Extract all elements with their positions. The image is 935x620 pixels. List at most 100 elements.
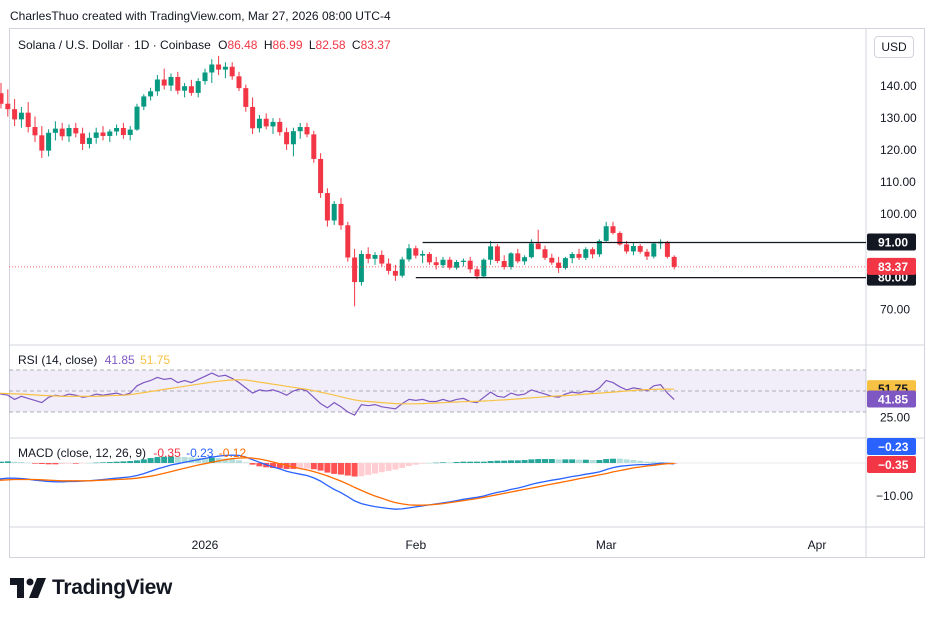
macd-histogram-bar (446, 462, 453, 463)
price-tick-label: 120.00 (880, 143, 917, 157)
macd-histogram-bar (202, 457, 208, 463)
candle (440, 259, 446, 266)
macd-histogram-bar (582, 459, 589, 463)
candle (671, 256, 677, 267)
macd-histogram-bar (290, 463, 297, 469)
macd-histogram-bar (610, 458, 616, 463)
macd-histogram-bar (0, 461, 4, 463)
signal-line (0, 457, 675, 506)
candle (256, 118, 262, 129)
macd-histogram-bar (358, 463, 365, 477)
macd-histogram-bar (242, 462, 249, 463)
rsi-legend: RSI (14, close) 41.85 51.75 (18, 353, 170, 367)
tradingview-logo[interactable]: TradingView (10, 576, 172, 600)
candle (250, 106, 256, 129)
macd-histogram-bar (66, 463, 72, 464)
candle (324, 193, 330, 221)
candle (161, 79, 167, 86)
candle (263, 118, 269, 127)
time-tick-label: Mar (596, 538, 617, 552)
macd-hist-legend-value: -0.35 (153, 446, 181, 460)
macd-histogram-bar (106, 462, 113, 463)
candle (372, 254, 378, 259)
rsi-value-label: 41.85 (878, 393, 908, 407)
macd-legend-value: -0.23 (186, 446, 214, 460)
candle (420, 253, 426, 256)
macd-histogram-bar (535, 459, 542, 463)
macd-hist-value-label-bg (867, 456, 916, 473)
macd-histogram-bar (134, 460, 140, 463)
chart-caption: CharlesThuo created with TradingView.com… (10, 9, 391, 23)
candle (195, 81, 201, 93)
macd-histogram-bar (603, 459, 610, 463)
macd-histogram-bar (222, 458, 229, 463)
last-price-label-bg (867, 257, 916, 275)
candle (535, 243, 541, 250)
candle (331, 203, 337, 221)
low-label: L (308, 38, 316, 52)
candle (576, 253, 582, 258)
macd-histogram-bar (508, 460, 514, 463)
candle (18, 112, 24, 120)
close-label: C (351, 38, 361, 52)
level-label: 91.00 (878, 236, 908, 250)
candle (86, 137, 92, 144)
macd-histogram-bar (86, 463, 93, 464)
currency-button[interactable]: USD (874, 36, 914, 58)
macd-histogram-bar (270, 463, 276, 468)
candle (216, 64, 222, 70)
candle (73, 127, 79, 134)
candle (624, 244, 630, 252)
macd-histogram-bar (569, 459, 576, 463)
candle (134, 106, 140, 130)
macd-histogram-bar (188, 457, 195, 463)
candle (365, 253, 371, 259)
candle (168, 76, 174, 86)
macd-histogram-bar (249, 463, 256, 465)
candle (32, 127, 38, 136)
macd-histogram-bar (480, 461, 487, 463)
price-tick-label: 130.00 (880, 111, 917, 125)
candle (12, 109, 18, 120)
candle (460, 260, 466, 262)
macd-value-label-bg (867, 438, 916, 455)
candle (141, 96, 147, 107)
rsi-label[interactable]: RSI (14, close) (18, 353, 98, 367)
candle (406, 248, 412, 260)
candle (433, 262, 439, 266)
candle (229, 66, 235, 77)
rsi-tick-label: 25.00 (880, 410, 910, 424)
high-value: 86.99 (272, 38, 303, 52)
candle (93, 132, 99, 138)
macd-histogram-bar (100, 462, 106, 463)
candle (522, 257, 528, 262)
low-value: 82.58 (315, 38, 346, 52)
high-label: H (263, 38, 273, 52)
level-label-bg (867, 233, 916, 251)
candle (352, 257, 358, 283)
candle (379, 254, 385, 264)
macd-histogram-bar (344, 463, 351, 476)
price-tick-label: 100.00 (880, 207, 917, 221)
candle (277, 121, 283, 133)
macd-histogram-bar (528, 459, 535, 463)
open-value: 86.48 (227, 38, 258, 52)
candle (596, 240, 602, 255)
candle (508, 253, 514, 268)
macd-histogram-bar (4, 461, 11, 463)
symbol-label[interactable]: Solana / U.S. Dollar · 1D · Coinbase (18, 38, 211, 52)
macd-histogram-bar (32, 463, 38, 464)
candle (284, 132, 290, 145)
macd-histogram-bar (331, 463, 338, 474)
macd-histogram-bar (18, 462, 25, 463)
macd-histogram-bar (208, 457, 215, 463)
macd-histogram-bar (650, 461, 657, 463)
macd-label[interactable]: MACD (close, 12, 26, 9) (18, 446, 147, 460)
candle (664, 241, 670, 257)
macd-histogram-bar (351, 463, 358, 477)
macd-histogram-bar (542, 459, 548, 463)
macd-histogram-bar (392, 463, 399, 470)
macd-histogram-bar (45, 463, 52, 465)
open-label: O (218, 38, 228, 52)
